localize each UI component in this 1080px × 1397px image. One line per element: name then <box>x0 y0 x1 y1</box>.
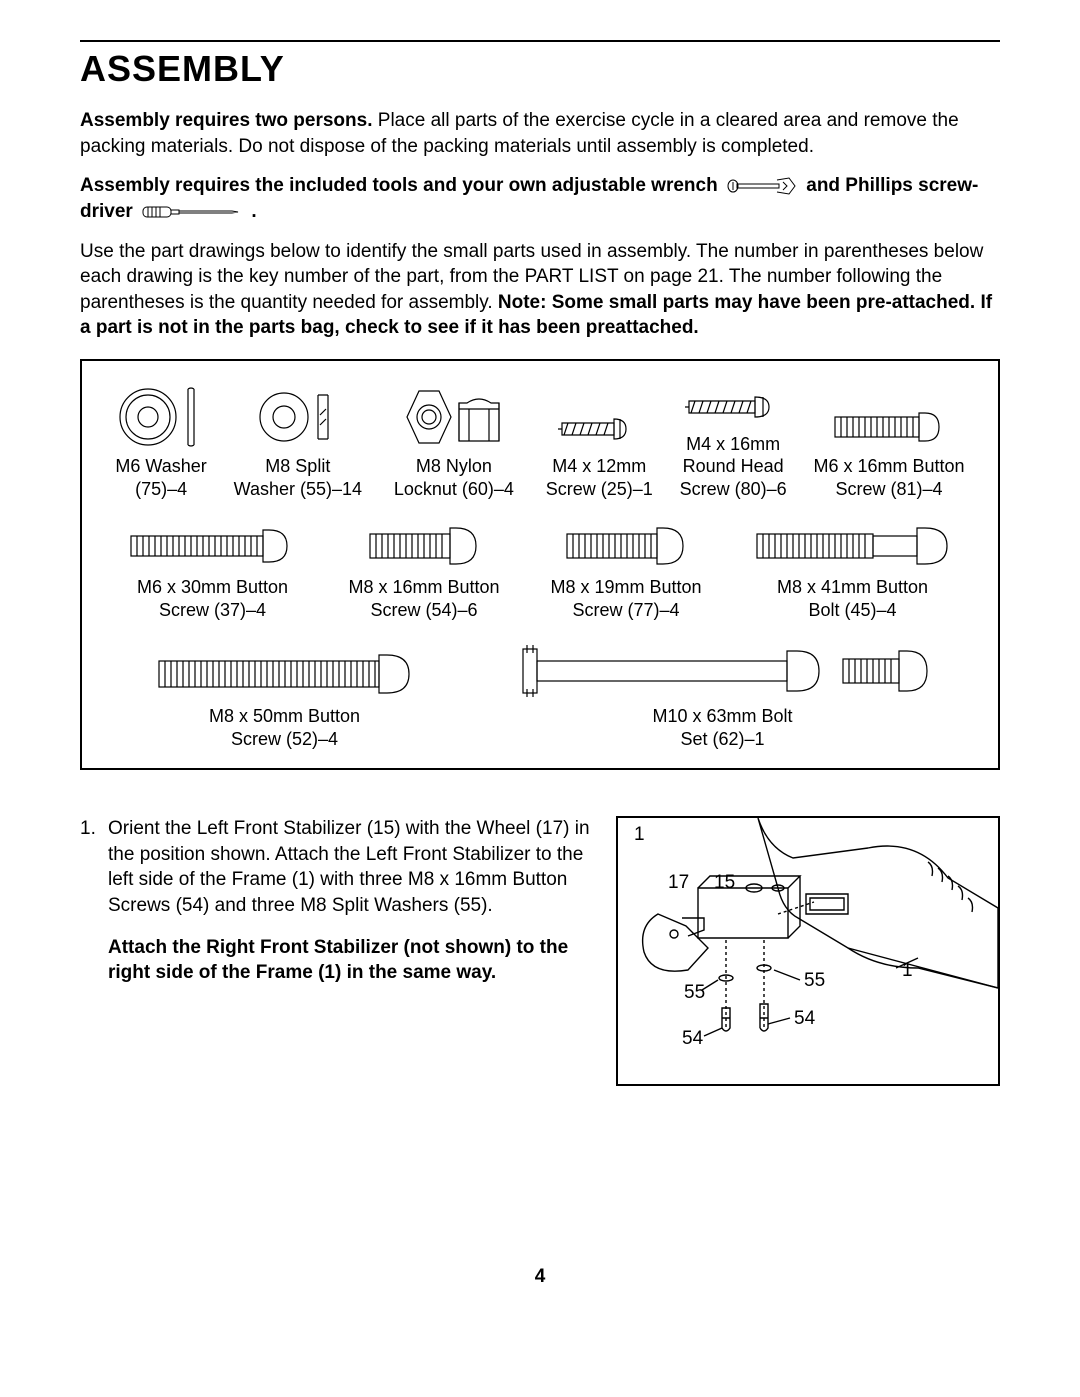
step-1-p2: Attach the Right Front Stabilizer (not s… <box>108 935 592 986</box>
washer-icon <box>116 385 206 449</box>
wrench-icon <box>727 176 797 196</box>
button-screw-icon <box>364 522 484 570</box>
button-screw-long-icon <box>155 649 415 699</box>
parts-box: M6 Washer(75)–4 M8 SplitWasher (55)–14 <box>80 359 1000 770</box>
callout-17: 17 <box>668 872 689 893</box>
part-label: M6 x 16mm Button <box>813 455 964 478</box>
part-label: Screw (81)–4 <box>813 478 964 501</box>
callout-1: 1 <box>634 824 645 845</box>
parts-row-3: M8 x 50mm ButtonScrew (52)–4 M10 x 63mm … <box>102 643 978 750</box>
part-label: M10 x 63mm Bolt <box>652 705 792 728</box>
part-m4x16-roundhead: M4 x 16mmRound HeadScrew (80)–6 <box>680 387 787 501</box>
part-label: M4 x 12mm <box>546 455 653 478</box>
part-label: M6 x 30mm Button <box>137 576 288 599</box>
part-m4x12-screw: M4 x 12mmScrew (25)–1 <box>546 409 653 500</box>
part-m8-nylon-locknut: M8 NylonLocknut (60)–4 <box>389 385 519 500</box>
part-label: Locknut (60)–4 <box>394 478 514 501</box>
intro-paragraph: Assembly requires two persons. Place all… <box>80 108 1000 159</box>
assembly-diagram-icon: 1 17 15 55 55 54 54 1 <box>618 818 998 1084</box>
part-label: Screw (37)–4 <box>137 599 288 622</box>
part-label: M8 x 19mm Button <box>550 576 701 599</box>
locknut-icon <box>389 385 519 449</box>
part-label: M4 x 16mm <box>680 433 787 456</box>
step-1-text: 1. Orient the Left Front Stabilizer (15)… <box>80 816 592 1002</box>
step-1-diagram: 1 17 15 55 55 54 54 1 <box>616 816 1000 1086</box>
part-m10x63-bolt-set: M10 x 63mm BoltSet (62)–1 <box>467 643 978 750</box>
part-m6x30-button: M6 x 30mm ButtonScrew (37)–4 <box>127 522 297 621</box>
step-number: 1. <box>80 816 100 1002</box>
callout-frame-1: 1 <box>902 960 913 981</box>
screw-short-icon <box>554 409 644 449</box>
part-label: Screw (80)–6 <box>680 478 787 501</box>
identify-paragraph: Use the part drawings below to identify … <box>80 239 1000 342</box>
part-m8x16-button: M8 x 16mm ButtonScrew (54)–6 <box>348 522 499 621</box>
top-rule <box>80 40 1000 42</box>
part-label: M8 x 50mm Button <box>209 705 360 728</box>
screw-round-icon <box>683 387 783 427</box>
button-bolt-icon <box>753 522 953 570</box>
page: ASSEMBLY Assembly requires two persons. … <box>0 0 1080 1348</box>
part-label: Round Head <box>680 455 787 478</box>
part-label: Screw (25)–1 <box>546 478 653 501</box>
parts-row-1: M6 Washer(75)–4 M8 SplitWasher (55)–14 <box>102 385 978 500</box>
part-label: Screw (52)–4 <box>209 728 360 751</box>
part-label: (75)–4 <box>115 478 206 501</box>
page-title: ASSEMBLY <box>80 48 1000 90</box>
part-m6x16-button: M6 x 16mm ButtonScrew (81)–4 <box>813 405 964 500</box>
part-label: Screw (77)–4 <box>550 599 701 622</box>
callout-54: 54 <box>794 1008 816 1029</box>
part-label: M8 x 41mm Button <box>777 576 928 599</box>
button-screw-icon <box>127 522 297 570</box>
screwdriver-icon <box>142 204 242 220</box>
tools-text-c: . <box>251 201 256 222</box>
parts-row-2: M6 x 30mm ButtonScrew (37)–4 M8 x 16mm B… <box>102 522 978 621</box>
part-label: Washer (55)–14 <box>234 478 362 501</box>
tools-paragraph: Assembly requires the included tools and… <box>80 173 1000 224</box>
callout-55b: 55 <box>684 982 705 1003</box>
part-label: Bolt (45)–4 <box>777 599 928 622</box>
step-1: 1. Orient the Left Front Stabilizer (15)… <box>80 816 1000 1086</box>
part-label: M6 Washer <box>115 455 206 478</box>
part-label: M8 x 16mm Button <box>348 576 499 599</box>
button-screw-icon <box>561 522 691 570</box>
callout-54b: 54 <box>682 1028 704 1049</box>
bolt-set-icon <box>513 643 933 699</box>
part-label: M8 Nylon <box>394 455 514 478</box>
part-label: M8 Split <box>234 455 362 478</box>
split-washer-icon <box>256 385 340 449</box>
step-1-p1: Orient the Left Front Stabilizer (15) wi… <box>108 816 592 919</box>
part-label: Screw (54)–6 <box>348 599 499 622</box>
part-label: Set (62)–1 <box>652 728 792 751</box>
part-m8x19-button: M8 x 19mm ButtonScrew (77)–4 <box>550 522 701 621</box>
part-m8x41-bolt: M8 x 41mm ButtonBolt (45)–4 <box>753 522 953 621</box>
page-number: 4 <box>80 1266 1000 1288</box>
callout-15: 15 <box>714 872 735 893</box>
tools-text-a: Assembly requires the included tools and… <box>80 175 723 196</box>
callout-55: 55 <box>804 970 825 991</box>
part-m8-split-washer: M8 SplitWasher (55)–14 <box>234 385 362 500</box>
button-screw-icon <box>829 405 949 449</box>
part-m8x50-button: M8 x 50mm ButtonScrew (52)–4 <box>102 649 467 750</box>
part-m6-washer: M6 Washer(75)–4 <box>115 385 206 500</box>
intro-bold: Assembly requires two persons. <box>80 110 373 131</box>
